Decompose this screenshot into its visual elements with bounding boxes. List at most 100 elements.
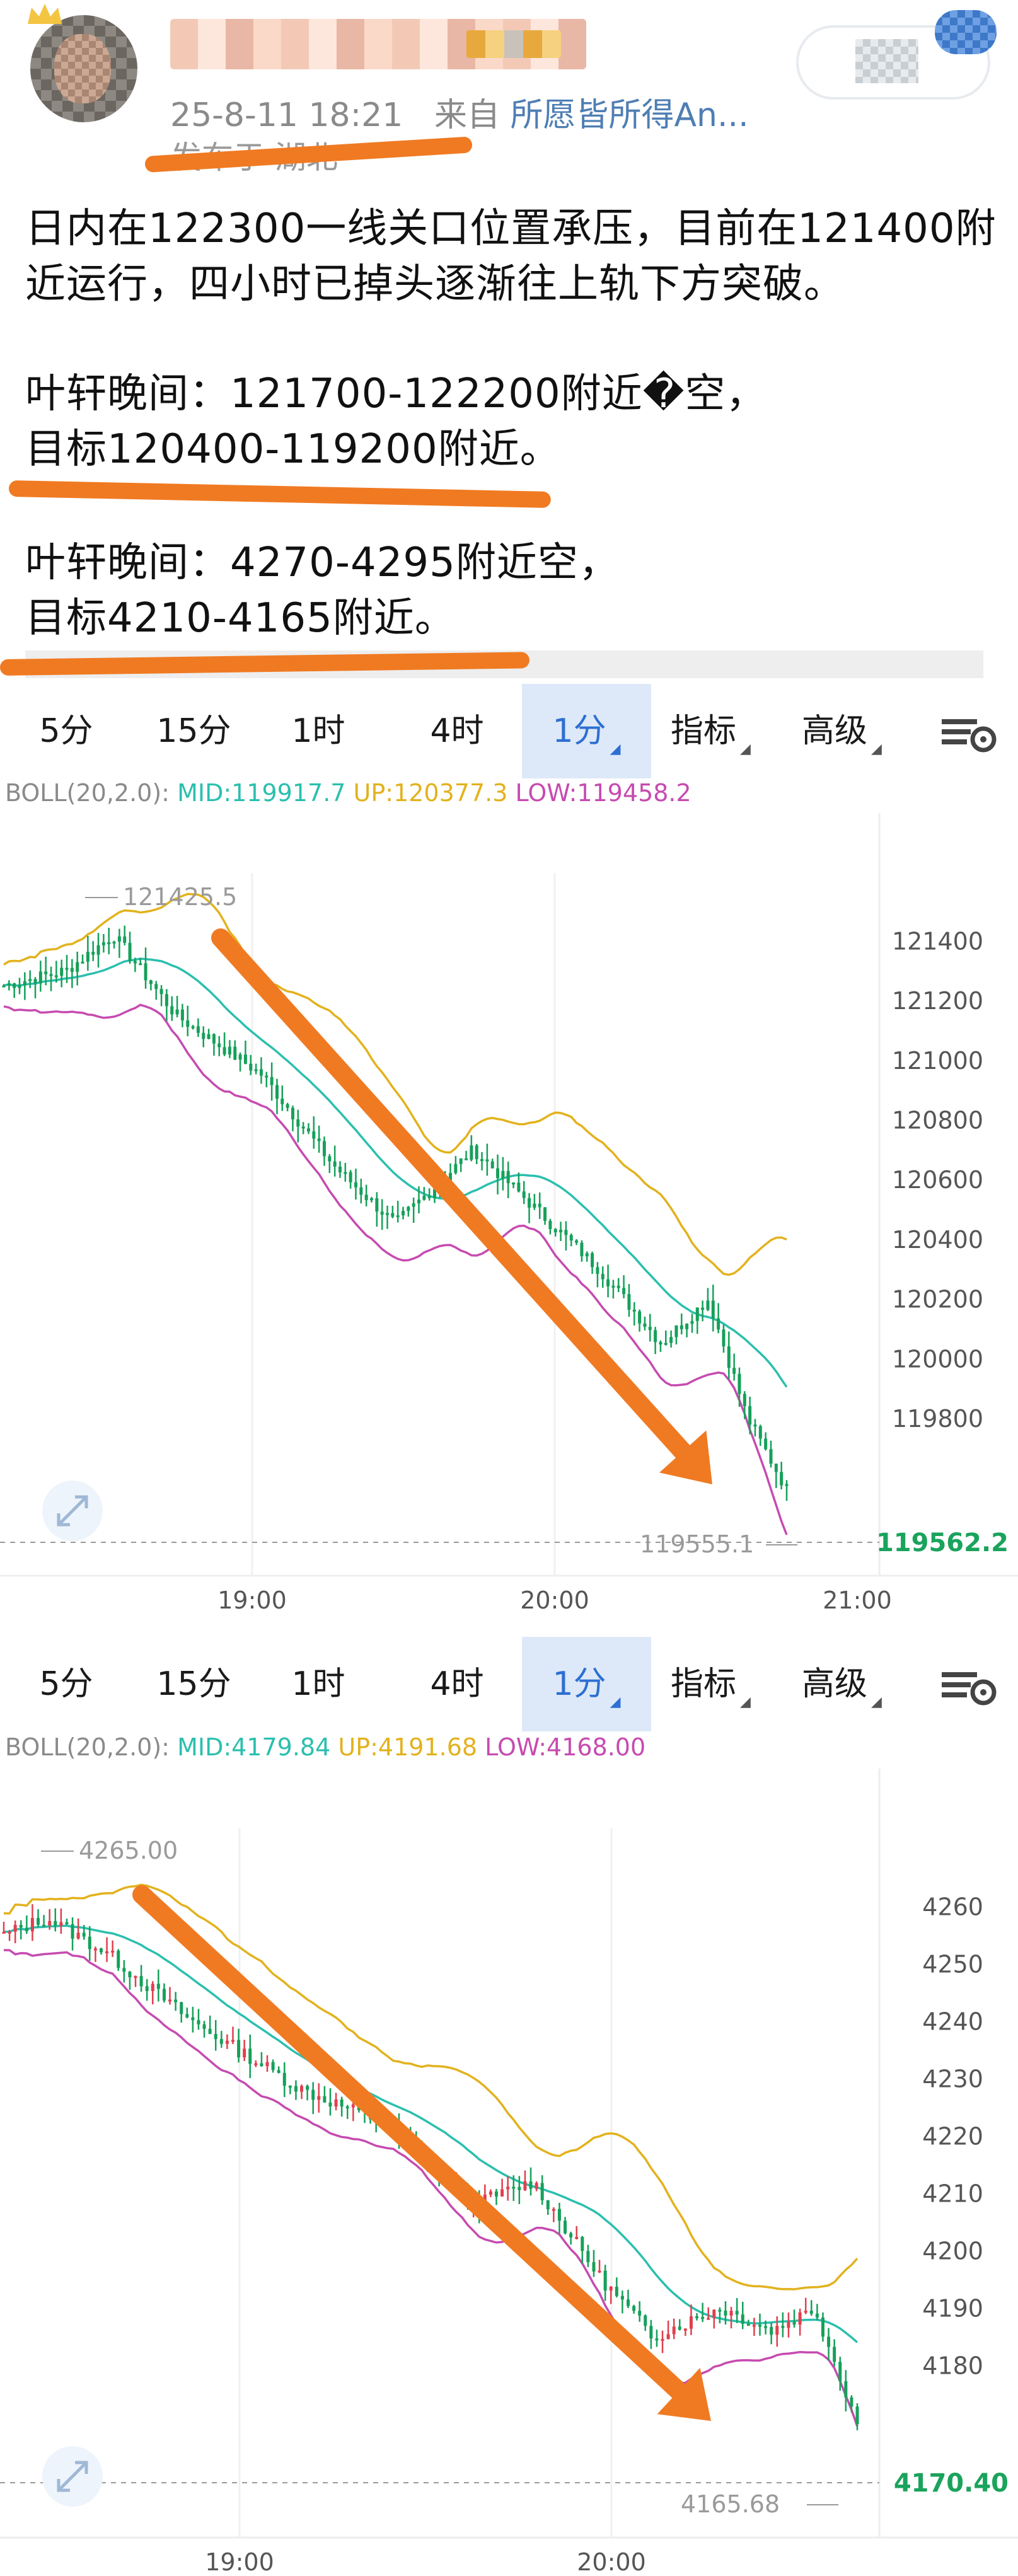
post-source-link[interactable]: 所愿皆所得An...	[510, 96, 749, 134]
expand-icon	[42, 1481, 103, 1541]
candle	[123, 936, 127, 943]
candle	[707, 2318, 710, 2320]
candle	[154, 984, 158, 990]
candle	[683, 2328, 687, 2331]
candle	[237, 2040, 241, 2058]
candle	[775, 2326, 779, 2335]
y-tick-label: 4220	[922, 2123, 983, 2151]
avatar[interactable]	[30, 15, 137, 122]
candle	[741, 2314, 744, 2324]
candle	[764, 1438, 768, 1450]
candle	[661, 2338, 664, 2341]
candle	[212, 1034, 216, 1044]
candle	[8, 1931, 11, 1934]
y-tick-label: 120200	[892, 1286, 983, 1314]
candlestick-chart-btc[interactable]: 119800 120000 120200 120400 120600 120800 1210…	[0, 813, 1018, 1620]
candle	[225, 2040, 229, 2044]
candle	[592, 2262, 596, 2272]
candle	[151, 1984, 154, 1991]
tab-label: 高级	[802, 712, 868, 750]
candle	[407, 1206, 410, 1211]
candle	[648, 1326, 652, 1331]
tab-5[interactable]: 指标 ◢	[656, 684, 766, 778]
candle	[758, 2325, 762, 2327]
tab-2[interactable]: 1时	[271, 684, 366, 778]
candle	[168, 1999, 172, 2002]
y-tick-label: 120400	[892, 1226, 983, 1254]
candle	[557, 2209, 561, 2221]
candle	[596, 1267, 599, 1274]
candle	[254, 2063, 258, 2065]
tab-1[interactable]: 15分	[139, 684, 249, 778]
candle	[296, 1119, 300, 1127]
candle	[654, 1330, 657, 1343]
tab-5[interactable]: 指标 ◢	[656, 1637, 766, 1731]
candle	[559, 1230, 563, 1233]
tab-4[interactable]: 1分 ◢	[522, 684, 651, 778]
candle	[569, 1235, 573, 1241]
tab-0[interactable]: 5分	[19, 684, 113, 778]
candle	[774, 1464, 778, 1472]
username-blurred[interactable]	[170, 19, 586, 69]
candle	[454, 1164, 458, 1174]
candle	[340, 2099, 344, 2107]
candle	[758, 1426, 762, 1439]
y-tick-label: 119800	[892, 1405, 983, 1433]
candle	[30, 1918, 34, 1932]
candle	[764, 2326, 768, 2328]
candle	[615, 2287, 618, 2296]
tab-2[interactable]: 1时	[271, 1637, 366, 1731]
candle	[616, 1285, 620, 1288]
candle	[391, 1213, 395, 1217]
candle	[25, 1927, 28, 1932]
candle	[586, 2251, 590, 2263]
candle	[139, 1976, 143, 1987]
candle	[528, 1198, 531, 1208]
tab-4[interactable]: 1分 ◢	[522, 1637, 651, 1731]
candle	[364, 1194, 368, 1201]
tab-label: 15分	[156, 712, 231, 750]
boll-mid-band	[3, 957, 788, 1388]
candle	[535, 2183, 538, 2189]
candle	[553, 1228, 557, 1233]
tab-6[interactable]: 高级 ◢	[787, 1637, 897, 1731]
candle	[202, 1032, 205, 1039]
highlight-stroke	[8, 480, 552, 509]
candle	[76, 962, 79, 972]
tab-label: 15分	[156, 1665, 231, 1703]
follow-button[interactable]	[796, 10, 997, 100]
annotation-arrow-head	[657, 2367, 711, 2421]
candle	[217, 1043, 221, 1048]
candle	[500, 2189, 504, 2197]
crown-icon	[28, 4, 62, 24]
candle	[2, 1931, 6, 1934]
chart-settings-icon[interactable]	[933, 1637, 1009, 1731]
candle	[690, 1320, 694, 1324]
candle	[260, 2063, 263, 2067]
candle	[174, 1999, 178, 2002]
chart-settings-icon[interactable]	[933, 684, 1009, 778]
y-tick-label: 4190	[922, 2294, 983, 2322]
candle	[243, 2048, 246, 2058]
tab-3[interactable]: 4时	[410, 684, 504, 778]
tab-0[interactable]: 5分	[19, 1637, 113, 1731]
candle	[96, 945, 100, 955]
candle	[13, 983, 16, 988]
tab-6[interactable]: 高级 ◢	[787, 684, 897, 778]
candle	[717, 1318, 720, 1330]
dropdown-corner-icon: ◢	[740, 1694, 751, 1710]
tab-1[interactable]: 15分	[139, 1637, 249, 1731]
candle	[112, 941, 116, 944]
expand-icon	[42, 2446, 103, 2507]
candle	[666, 2334, 670, 2339]
candle	[2, 985, 6, 988]
post-paragraph-2a: 叶轩晚间：121700-122200附近�空，	[25, 371, 767, 417]
tab-3[interactable]: 4时	[410, 1637, 504, 1731]
candle	[517, 1182, 521, 1192]
candle	[601, 1274, 604, 1279]
candle	[312, 1131, 316, 1139]
candle	[701, 2317, 705, 2319]
y-tick-label: 4250	[922, 1951, 983, 1978]
candle	[495, 2191, 499, 2197]
candlestick-chart-eth[interactable]: 4180 4190 4200 4210 4220 4230 4240 4250 4260 19:0…	[0, 1769, 1018, 2576]
